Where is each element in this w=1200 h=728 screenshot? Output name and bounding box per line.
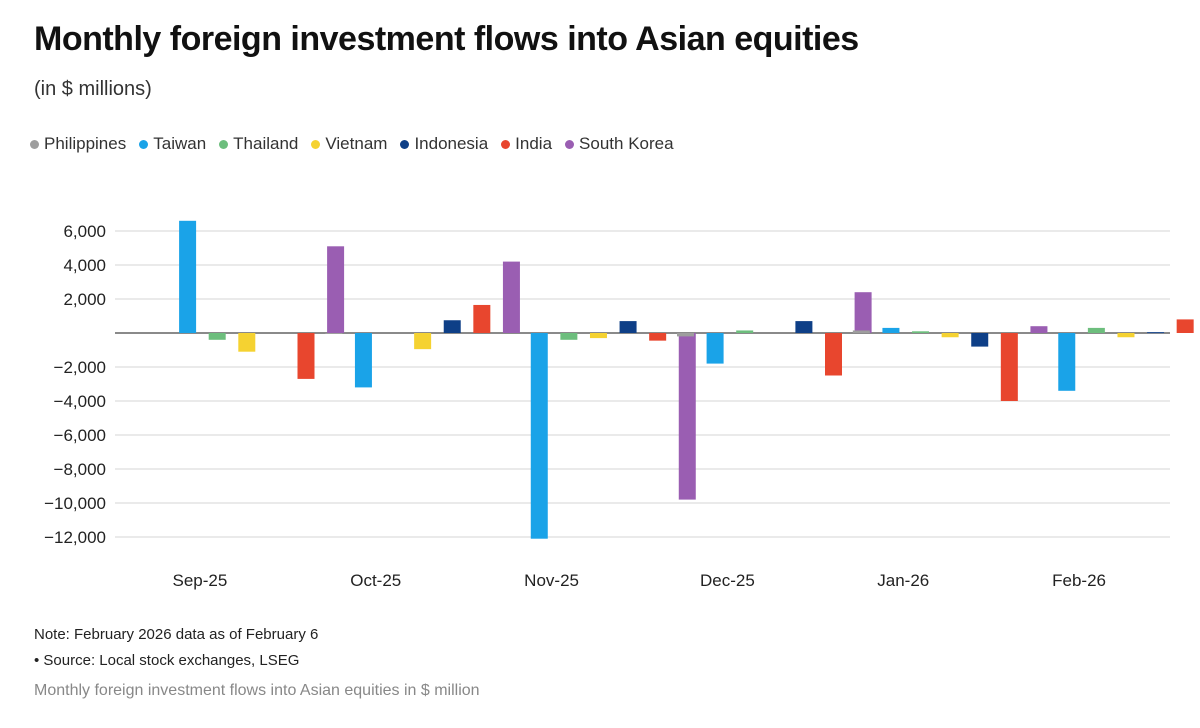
legend: Philippines Taiwan Thailand Vietnam Indonesi… <box>30 134 687 154</box>
bar-thailand-dec-25 <box>736 330 754 333</box>
y-tick-label: −12,000 <box>44 528 106 547</box>
bar-philippines-dec-25 <box>677 333 694 337</box>
x-tick-label: Jan-26 <box>877 571 929 590</box>
figure-caption: Monthly foreign investment flows into As… <box>34 682 480 699</box>
legend-label: South Korea <box>579 134 674 153</box>
bar-vietnam-feb-26 <box>1117 333 1135 338</box>
y-tick-label: −8,000 <box>54 460 106 479</box>
footer-source: • Source: Local stock exchanges, LSEG <box>34 652 300 669</box>
bar-india-jan-26 <box>1000 333 1018 401</box>
legend-item-thailand: Thailand <box>219 134 298 154</box>
bar-indonesia-feb-26 <box>1147 332 1165 334</box>
x-tick-label: Feb-26 <box>1052 571 1106 590</box>
legend-item-vietnam: Vietnam <box>311 134 387 154</box>
legend-swatch <box>565 139 575 149</box>
legend-swatch <box>219 139 229 149</box>
bar-south-korea-sep-25 <box>327 246 345 333</box>
legend-item-indonesia: Indonesia <box>400 134 488 154</box>
y-tick-label: −10,000 <box>44 494 106 513</box>
legend-swatch <box>139 139 149 149</box>
legend-label: Vietnam <box>325 134 388 153</box>
legend-item-india: India <box>501 134 552 154</box>
bar-south-korea-dec-25 <box>854 292 872 333</box>
bar-philippines-jan-26 <box>852 330 870 333</box>
bar-thailand-sep-25 <box>208 333 226 340</box>
y-tick-label: −2,000 <box>54 358 106 377</box>
bar-india-feb-26 <box>1176 319 1194 333</box>
legend-label: Thailand <box>233 134 299 153</box>
chart-subtitle: (in $ millions) <box>34 78 152 100</box>
bar-taiwan-feb-26 <box>1058 333 1076 391</box>
legend-item-philippines: Philippines <box>30 134 126 154</box>
bar-india-dec-25 <box>825 333 842 376</box>
bar-taiwan-dec-25 <box>706 333 724 364</box>
x-tick-label: Dec-25 <box>700 571 755 590</box>
bar-india-nov-25 <box>649 333 667 341</box>
bar-vietnam-nov-25 <box>589 333 607 339</box>
bar-thailand-feb-26 <box>1087 327 1105 333</box>
legend-item-south-korea: South Korea <box>565 134 674 154</box>
bar-taiwan-oct-25 <box>354 333 372 388</box>
y-tick-label: −6,000 <box>54 426 106 445</box>
chart-title: Monthly foreign investment flows into As… <box>34 20 859 58</box>
legend-label: India <box>515 134 553 153</box>
bar-philippines-oct-25 <box>325 333 343 334</box>
bar-vietnam-jan-26 <box>941 333 959 338</box>
legend-swatch <box>30 139 39 149</box>
y-tick-label: 6,000 <box>63 222 106 241</box>
y-tick-label: −4,000 <box>54 392 106 411</box>
bar-indonesia-jan-26 <box>971 333 989 347</box>
x-tick-label: Sep-25 <box>173 571 228 590</box>
bar-vietnam-sep-25 <box>238 333 256 352</box>
bar-taiwan-nov-25 <box>530 333 548 539</box>
bar-indonesia-nov-25 <box>619 321 637 333</box>
bar-vietnam-oct-25 <box>414 333 432 350</box>
footer-note: Note: February 2026 data as of February … <box>34 626 319 643</box>
bar-thailand-jan-26 <box>912 331 930 333</box>
legend-label: Taiwan <box>153 134 207 153</box>
legend-item-taiwan: Taiwan <box>139 134 206 154</box>
legend-label: Philippines <box>44 134 127 153</box>
x-tick-label: Nov-25 <box>524 571 579 590</box>
bar-taiwan-sep-25 <box>179 220 197 333</box>
legend-swatch <box>400 139 410 149</box>
bar-south-korea-nov-25 <box>678 333 696 500</box>
legend-swatch <box>311 139 321 149</box>
bar-chart: 6,000 4,000 2,000 −2,000 −4,000 −6,000 −8,000 −… <box>44 220 1194 590</box>
bar-india-oct-25 <box>473 304 491 333</box>
x-tick-label: Oct-25 <box>350 571 401 590</box>
bar-taiwan-jan-26 <box>882 327 900 333</box>
bar-south-korea-oct-25 <box>502 261 520 333</box>
y-tick-label: 4,000 <box>63 256 106 275</box>
bar-indonesia-dec-25 <box>795 321 813 333</box>
bar-india-sep-25 <box>297 333 315 379</box>
bar-south-korea-jan-26 <box>1030 326 1048 333</box>
legend-swatch <box>501 139 511 149</box>
bar-thailand-nov-25 <box>560 333 578 340</box>
legend-label: Indonesia <box>414 134 489 153</box>
bar-indonesia-oct-25 <box>443 320 461 333</box>
y-tick-label: 2,000 <box>63 290 106 309</box>
